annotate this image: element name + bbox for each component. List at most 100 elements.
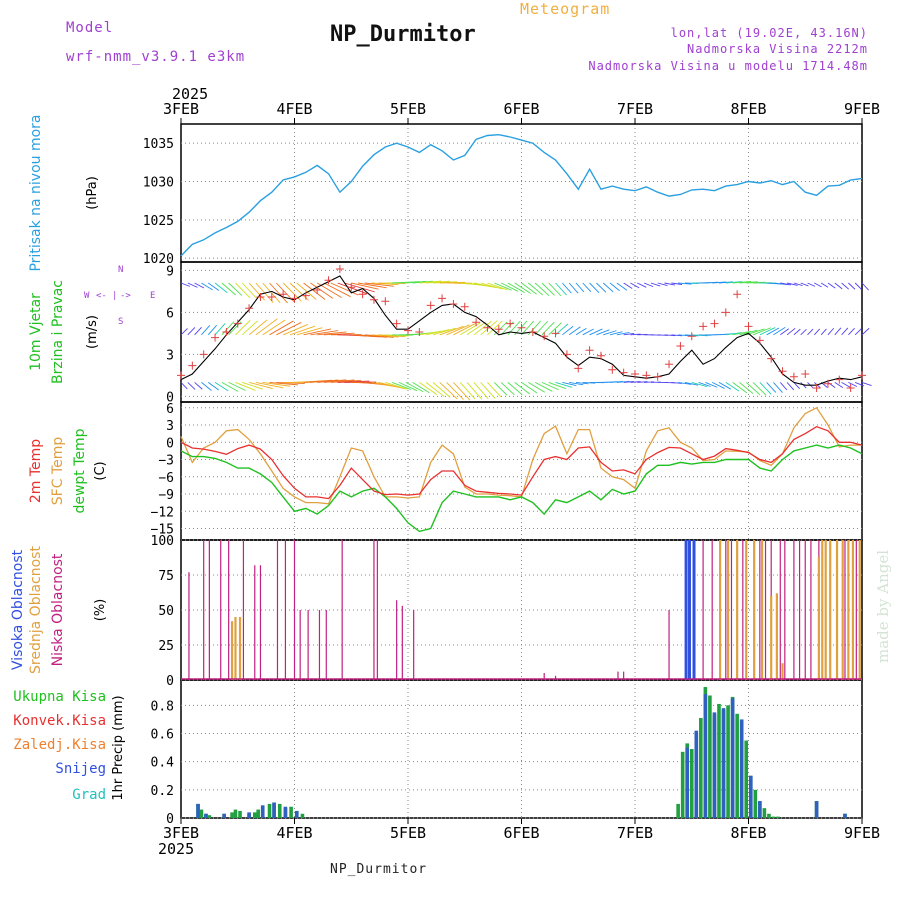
wind-barb [596,282,607,293]
wind-gust-marker [438,294,447,303]
wind-barb [364,282,394,287]
wind-barb [752,382,767,396]
wind-barb [684,282,699,285]
wind-gust-marker [222,328,231,336]
wind-barb [241,320,258,336]
wind-barb [453,382,471,401]
wind-barb [323,332,355,336]
wind-gust-marker [290,294,299,303]
wind-barb [358,334,388,338]
wind-gust-marker [460,302,469,311]
wind-gust-marker [733,290,742,299]
wind-barb [807,328,814,336]
wind-barb [786,327,796,336]
wind-barb [814,282,822,288]
wind-barb [827,382,836,389]
x-tick-label-bottom: 6FEB [503,824,539,842]
wind-barb [786,382,795,391]
wind-barb [180,328,188,336]
wind-barb [650,282,661,287]
wind-axis-label: 10m Vjetar [28,293,44,371]
high-cloud-label: Visoka Oblacnost [10,549,26,670]
precip-total-bar [289,806,293,818]
wind-barb [248,282,265,301]
precip-total-bar [717,703,721,818]
wind-barb [779,382,788,391]
wind-gust-marker [392,319,401,328]
wind-barb [732,330,751,336]
wind-barb [800,282,809,287]
wind-barb [221,321,235,336]
y-tick-label: 25 [158,639,174,654]
wind-barb [310,330,339,336]
wind-barb [739,382,754,395]
wind-barb [473,282,497,289]
x-tick-label-top: 7FEB [617,100,653,118]
wind-barb [262,381,291,387]
wind-barb [555,282,567,296]
x-tick-label-bottom: 7FEB [617,824,653,842]
wind-gust-marker [812,384,821,392]
precip-unit-label: 1hr Precip (mm) [111,695,126,800]
wind-barb [514,382,531,395]
precip-total-bar [762,808,767,818]
wind-barb [514,282,531,294]
wind-gust-marker [835,375,844,384]
x-tick-label-bottom: 8FEB [730,824,766,842]
wind-barb [548,381,567,390]
wind-gust-marker [778,367,787,376]
wind-barb [609,282,620,292]
wind-gust-marker [710,319,719,328]
compass-e: E [150,291,155,301]
wind-barb [235,282,251,299]
wind-barb [752,327,772,336]
wind-gust-marker [369,295,378,304]
wind-barb [201,382,212,391]
wind-barb [426,280,451,284]
wind-barb [820,328,827,336]
cloud-unit-label: (%) [93,599,108,622]
wind-barb [310,282,334,299]
wind-barb [439,325,464,336]
y-tick-label: 9 [166,264,174,279]
wind-barb [678,282,692,285]
precip-snow-bar [283,806,288,818]
wind-gust-marker [313,286,322,294]
y-tick-label: 1020 [143,252,174,267]
wind-barb [187,282,198,288]
wind-gust-marker [449,300,458,308]
wind-gust-marker [301,291,310,300]
wind-barb [480,382,496,399]
wind-barb [296,282,317,300]
precip-total-bar [744,740,749,818]
station-title: NP_Durmitor [330,22,476,47]
wind-barb [773,326,786,336]
y-tick-label: 0 [166,674,174,689]
pressure-line [180,133,863,257]
y-tick-label: −15 [151,523,174,538]
wind-barb [820,282,829,288]
precip-total-bar [680,751,685,818]
wind-barb [834,382,844,388]
wind-gust-marker [619,368,628,377]
made-by-watermark: made by Angel [874,550,892,663]
wind-barb [548,282,562,296]
y-tick-label: 1030 [143,176,174,191]
wind-barb [854,328,862,336]
wind-barb [242,381,264,390]
wind-barb [834,327,842,336]
wind-barb [241,282,257,299]
wind-gust-marker [358,290,367,299]
wind-barb [725,382,740,392]
wind-barb [541,282,555,296]
wind-barb [310,379,339,383]
wind-barb [521,320,534,336]
wind-barb [187,382,196,390]
wind-gust-marker [256,293,265,301]
wind-barb [180,282,191,287]
precip-snow-bar [196,803,200,818]
precip-snow-bar [712,712,717,818]
wind-barb [371,282,399,286]
wind-barb [221,382,239,392]
wind-barb [732,382,748,394]
